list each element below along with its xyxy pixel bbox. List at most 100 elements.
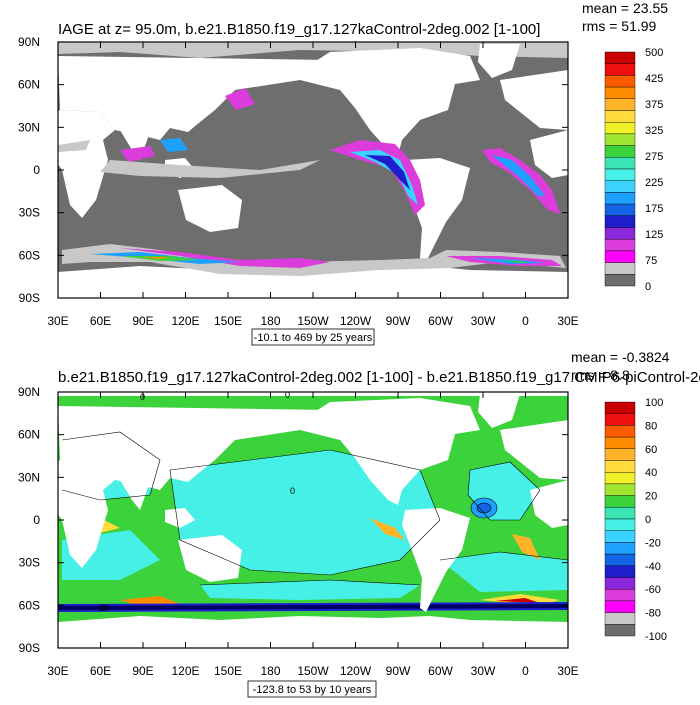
panel-bottom-info-box (247, 680, 377, 698)
colorbar-swatch (604, 495, 636, 508)
x-tick-label: 30W (471, 664, 496, 678)
colorbar-label: 375 (645, 99, 663, 111)
colorbar-swatch (604, 565, 636, 578)
panel-top-mean: mean = 23.55 (582, 0, 668, 16)
colorbar-swatch (604, 425, 636, 438)
colorbar-swatch (604, 413, 636, 426)
panel-bottom-title: b.e21.B1850.f19_g17.127kaControl-2deg.00… (58, 369, 700, 386)
colorbar-label: 100 (645, 397, 663, 409)
x-tick-label: 180 (260, 314, 280, 328)
panel-bottom-colorbar: 100 80 60 40 20 0 -20 -40 -60 -80 -100 (604, 397, 667, 643)
colorbar-swatch (604, 589, 636, 602)
colorbar-swatch (604, 98, 636, 111)
land-masses (58, 392, 568, 648)
colorbar-label: 60 (645, 444, 657, 456)
panel-top-title: IAGE at z= 95.0m, b.e21.B1850.f19_g17.12… (58, 21, 540, 38)
panel-top-axes: 30E 60E 90E 120E 150E 180 150W 120W 90W 60W 30W 0 30… (18, 35, 579, 328)
y-tick-label: 60N (18, 78, 40, 92)
colorbar-swatch (604, 612, 636, 625)
colorbar-label: 225 (645, 177, 663, 189)
colorbar-swatch (604, 274, 636, 287)
colorbar-label: -20 (645, 537, 661, 549)
colorbar-swatch (604, 577, 636, 590)
colorbar-swatch (604, 51, 636, 64)
x-tick-label: 90W (386, 314, 411, 328)
y-tick-label: 90S (19, 641, 40, 655)
colorbar-swatch (604, 75, 636, 88)
panel-top-map (58, 42, 568, 298)
colorbar-swatch (604, 168, 636, 181)
colorbar-swatch (604, 401, 636, 414)
colorbar-swatch (604, 483, 636, 496)
x-tick-label: 60W (428, 314, 453, 328)
colorbar-swatch (604, 238, 636, 252)
x-tick-label: 30W (471, 314, 496, 328)
colorbar-swatch (604, 63, 636, 76)
colorbar-swatch (604, 192, 636, 205)
age-streaks (58, 88, 566, 276)
colorbar-swatch (604, 121, 636, 135)
y-tick-label: 90S (19, 291, 40, 305)
x-tick-label: 90E (132, 314, 153, 328)
y-tick-label: 60S (19, 248, 40, 262)
panel-top-rms: rms = 51.99 (582, 18, 657, 34)
colorbar-label: -60 (645, 584, 661, 596)
contour-lines (61, 431, 568, 586)
colorbar-label: 125 (645, 229, 663, 241)
contour-label-zero: 0 (290, 486, 295, 496)
x-tick-label: 150E (214, 314, 242, 328)
colorbar-swatch (604, 157, 636, 170)
y-tick-label: 0 (33, 163, 40, 177)
x-tick-label: 120W (340, 664, 372, 678)
y-tick-label: 90N (18, 35, 40, 49)
contour-label-neg: -20 (96, 603, 109, 613)
colorbar-swatch (604, 460, 636, 473)
colorbar-label: 325 (645, 125, 663, 137)
colorbar-swatch (604, 600, 636, 613)
colorbar-label: 75 (645, 255, 657, 267)
panel-top: IAGE at z= 95.0m, b.e21.B1850.f19_g17.12… (18, 0, 668, 346)
panel-bottom: b.e21.B1850.f19_g17.127kaControl-2deg.00… (18, 349, 700, 698)
x-tick-label: 30E (557, 314, 578, 328)
colorbar-swatch (604, 86, 636, 99)
colorbar-label: 40 (645, 467, 657, 479)
colorbar-swatch (604, 553, 636, 566)
x-tick-label: 120E (171, 314, 199, 328)
x-tick-label: 90W (386, 664, 411, 678)
y-tick-label: 60S (19, 598, 40, 612)
colorbar-swatch (604, 262, 636, 275)
colorbar-swatch (604, 203, 636, 217)
colorbar-label: 425 (645, 73, 663, 85)
colorbar-swatch (604, 472, 636, 485)
colorbar-swatch (604, 250, 636, 263)
x-tick-label: 60E (90, 664, 111, 678)
y-tick-label: 30S (19, 556, 40, 570)
colorbar-swatch (604, 227, 636, 240)
x-tick-label: 180 (260, 664, 280, 678)
panel-bottom-mean: mean = -0.3824 (571, 349, 670, 365)
panel-top-info-box (251, 328, 375, 346)
colorbar-swatch (604, 507, 636, 520)
colorbar-label: -80 (645, 608, 661, 620)
colorbar-label: -100 (645, 631, 667, 643)
colorbar-swatch (604, 215, 636, 228)
x-tick-label: 0 (522, 314, 529, 328)
colorbar-swatch (604, 448, 636, 461)
colorbar-label: 275 (645, 151, 663, 163)
y-tick-label: 60N (18, 428, 40, 442)
colorbar-label: 80 (645, 420, 657, 432)
colorbar-label: 20 (645, 491, 657, 503)
colorbar-swatch (604, 518, 636, 531)
colorbar-swatch (604, 436, 636, 450)
colorbar-swatch (604, 542, 636, 555)
colorbar-swatch (604, 624, 636, 637)
colorbar-label: -40 (645, 561, 661, 573)
x-tick-label: 150W (297, 314, 329, 328)
panel-top-contour-info: -10.1 to 469 by 25 years (254, 332, 373, 344)
x-tick-label: 60W (428, 664, 453, 678)
contour-label-zero: 0 (285, 390, 290, 400)
colorbar-swatch (604, 180, 636, 193)
panel-bottom-contour-info: -123.8 to 53 by 10 years (253, 684, 372, 696)
x-tick-label: 30E (47, 664, 68, 678)
